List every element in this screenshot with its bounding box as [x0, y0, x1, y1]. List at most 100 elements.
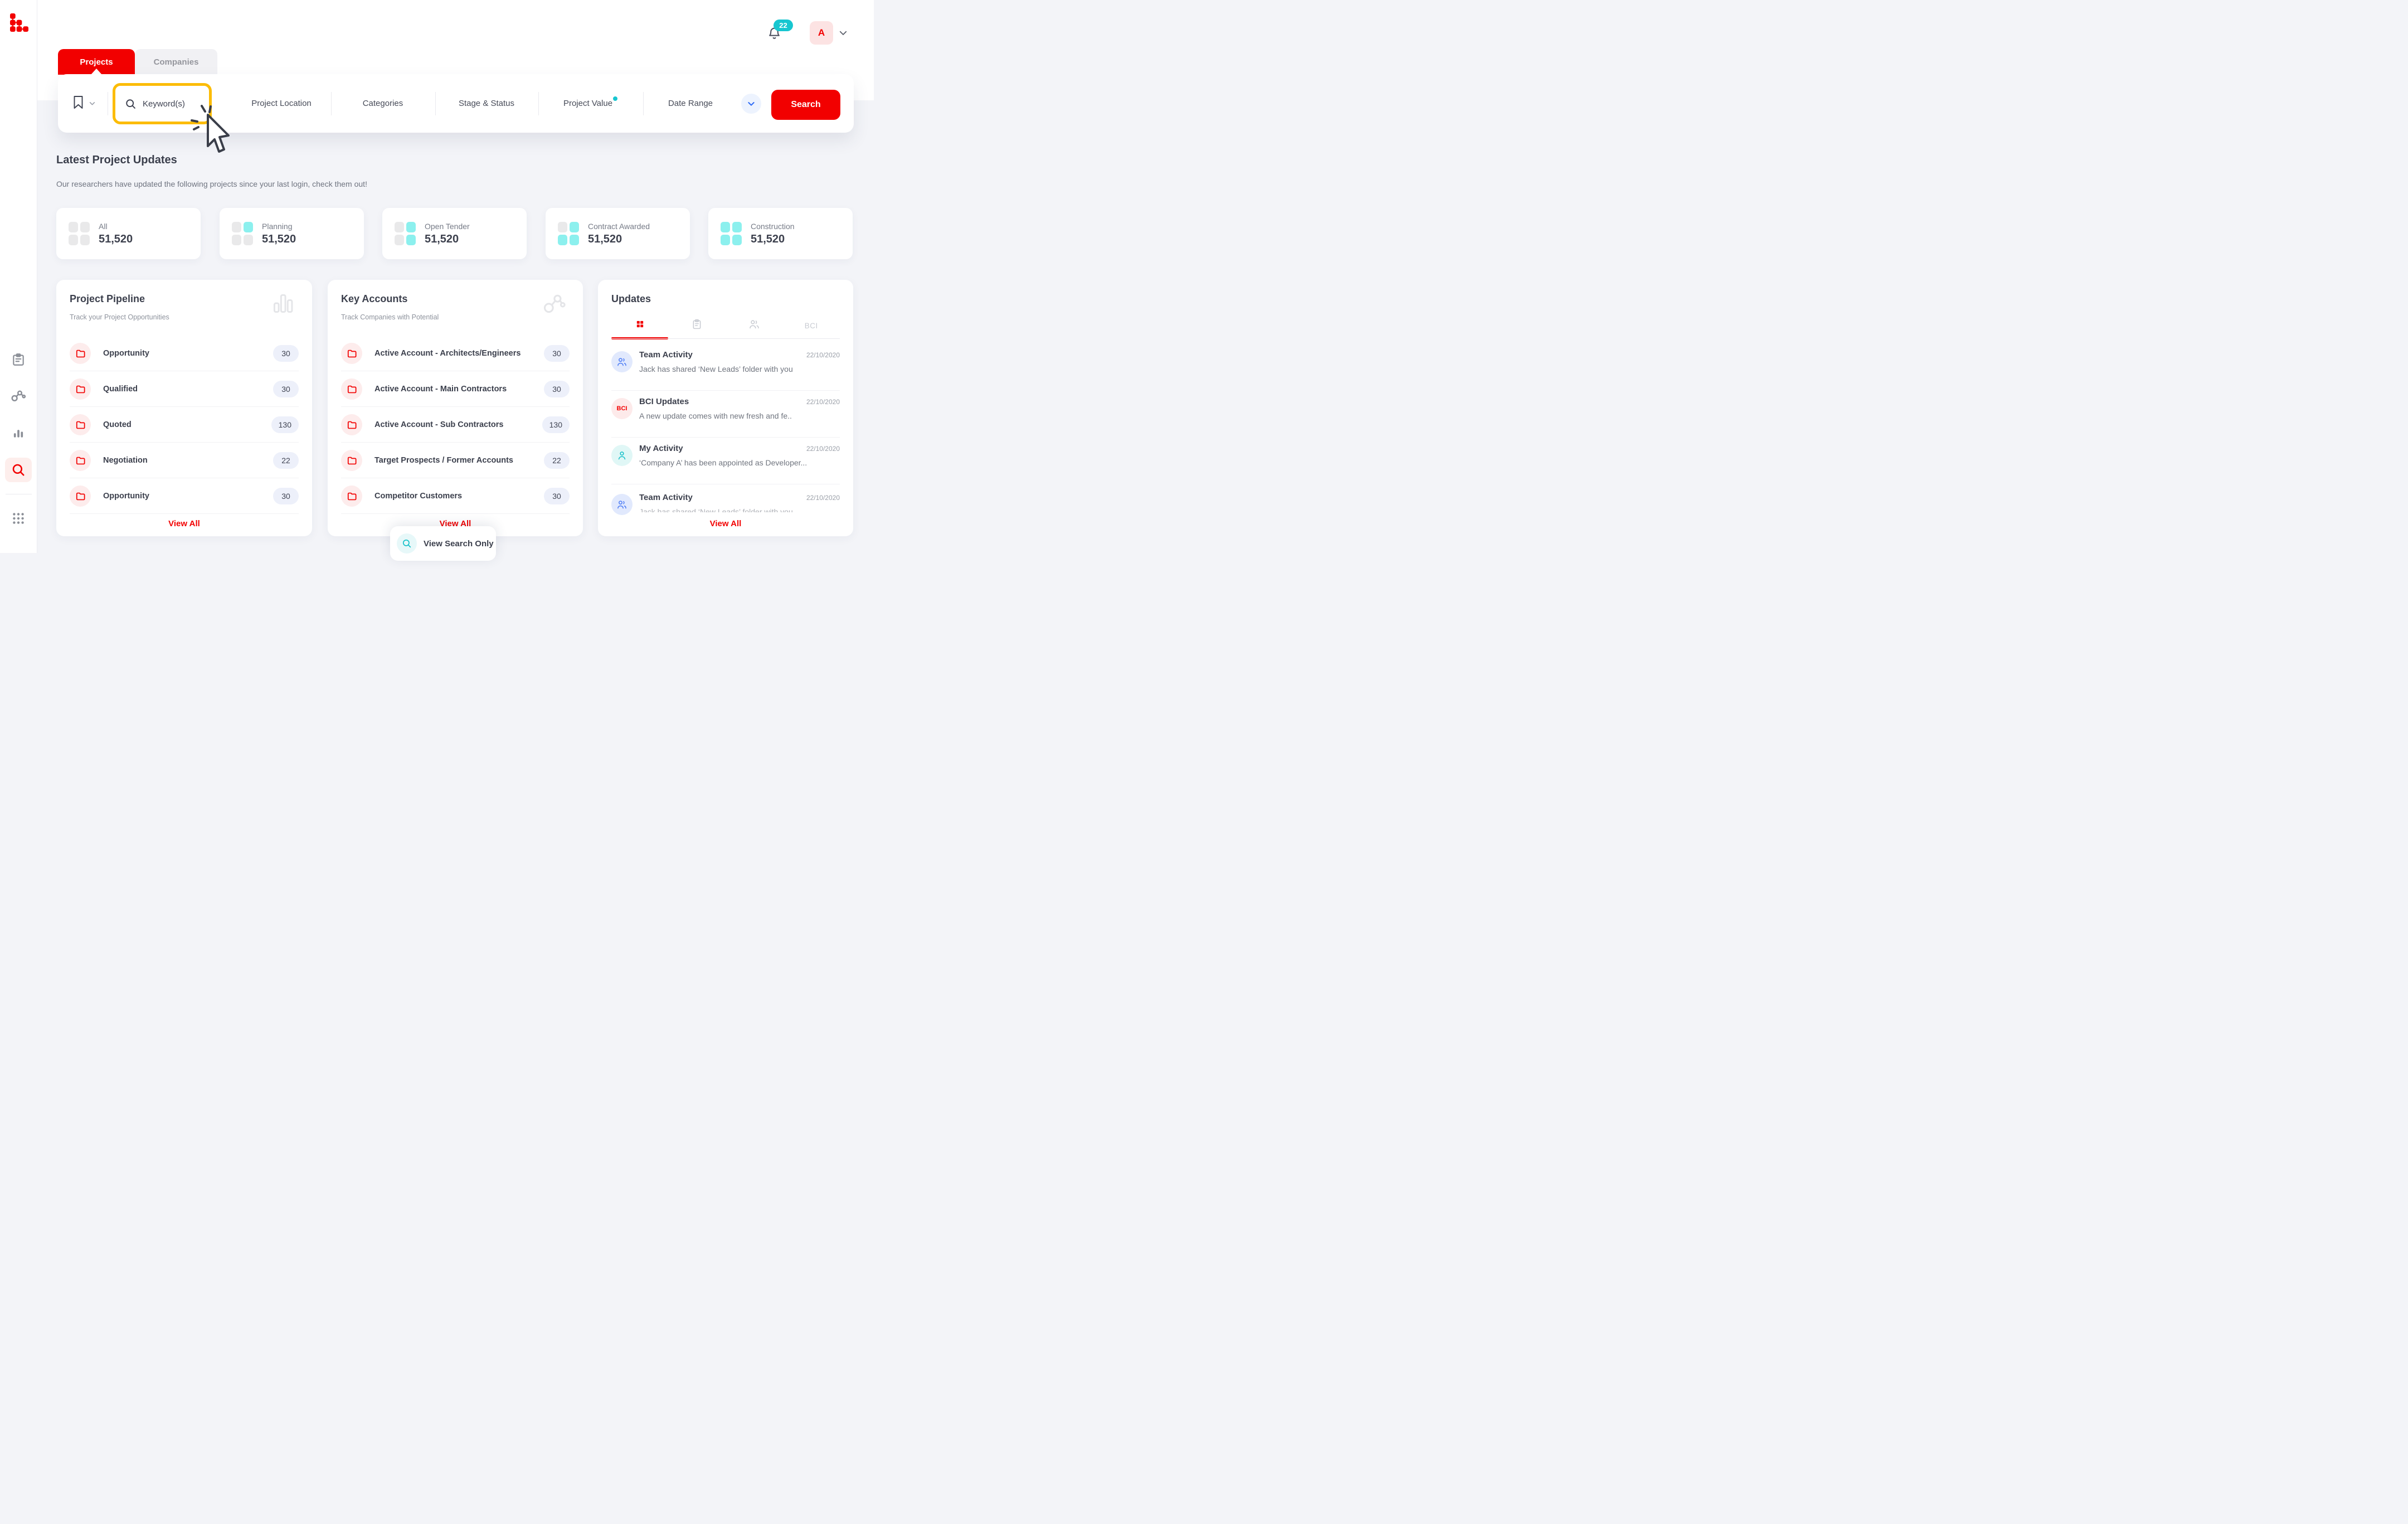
card-title: Updates — [611, 293, 651, 304]
view-search-only-button[interactable]: View Search Only — [390, 526, 496, 561]
pipeline-row-label: Negotiation — [103, 456, 148, 465]
count-badge: 30 — [544, 488, 570, 504]
sidebar-item-accounts-molecule-icon[interactable] — [10, 387, 27, 404]
update-title: My Activity — [639, 444, 683, 453]
update-title: Team Activity — [639, 493, 693, 502]
tab-companies-label: Companies — [153, 57, 199, 67]
grid-squares-icon — [721, 222, 742, 245]
key-account-row[interactable]: Active Account - Architects/Engineers 30 — [328, 336, 583, 371]
bci-badge-icon: BCI — [611, 398, 633, 419]
search-icon — [125, 98, 137, 110]
stat-value: 51,520 — [99, 232, 133, 245]
key-account-row[interactable]: Target Prospects / Former Accounts 22 — [328, 443, 583, 478]
stat-value: 51,520 — [588, 232, 622, 245]
count-badge: 30 — [273, 345, 299, 362]
saved-search-chevron-down-icon[interactable] — [89, 100, 96, 107]
sidebar-item-projects-clipboard-icon[interactable] — [11, 352, 26, 367]
key-account-row[interactable]: Active Account - Main Contractors 30 — [328, 371, 583, 407]
count-badge: 22 — [273, 452, 299, 469]
search-filter-bar: Keyword(s) Project Location Categories S… — [58, 74, 854, 133]
left-navigation-rail — [0, 0, 37, 553]
account-chevron-down-icon[interactable] — [838, 28, 848, 38]
notification-count-badge: 22 — [774, 20, 793, 31]
stat-card-open-tender[interactable]: Open Tender 51,520 — [382, 208, 527, 259]
updates-card: Updates BCI Team Activity 22/10/2020 Jac… — [598, 280, 853, 536]
grid-squares-icon — [558, 222, 579, 245]
sidebar-item-search-active[interactable] — [5, 458, 32, 482]
tab-projects-label: Projects — [80, 57, 113, 67]
update-title: Team Activity — [639, 350, 693, 360]
expand-filters-chevron-icon[interactable] — [741, 94, 761, 114]
stat-card-planning[interactable]: Planning 51,520 — [220, 208, 364, 259]
view-search-only-label: View Search Only — [424, 538, 494, 549]
people-icon — [611, 494, 633, 515]
dashboard-page: 22 A Projects Companies Keyword(s) Proje… — [0, 0, 874, 561]
stat-value: 51,520 — [751, 232, 785, 245]
sidebar-apps-grid-dots-icon[interactable] — [11, 511, 26, 526]
stat-card-construction[interactable]: Construction 51,520 — [708, 208, 853, 259]
divider — [643, 92, 644, 115]
key-account-row[interactable]: Competitor Customers 30 — [328, 478, 583, 514]
tab-companies[interactable]: Companies — [135, 49, 217, 75]
keyword-search-input[interactable]: Keyword(s) — [113, 83, 212, 124]
filter-stage-status[interactable]: Stage & Status — [442, 74, 531, 133]
saved-search-bookmark-icon[interactable] — [72, 95, 84, 110]
folder-icon — [70, 450, 91, 471]
grid-squares-icon — [232, 222, 253, 245]
count-badge: 130 — [542, 416, 570, 433]
updates-tab-bci-label: BCI — [804, 321, 818, 330]
stat-label: Construction — [751, 221, 795, 231]
folder-icon — [70, 486, 91, 507]
updates-tab-activity[interactable] — [669, 314, 726, 337]
update-date: 22/10/2020 — [806, 494, 840, 502]
updates-tab-bar: BCI — [611, 314, 840, 337]
folder-icon — [341, 378, 362, 400]
filter-project-location[interactable]: Project Location — [237, 74, 326, 133]
pipeline-row[interactable]: Opportunity 30 — [56, 478, 312, 514]
pipeline-row-label: Qualified — [103, 385, 138, 394]
pipeline-row-label: Opportunity — [103, 492, 149, 501]
search-button[interactable]: Search — [771, 90, 840, 120]
stat-card-contract-awarded[interactable]: Contract Awarded 51,520 — [546, 208, 690, 259]
filter-categories[interactable]: Categories — [338, 74, 427, 133]
update-description: A new update comes with new fresh and fe… — [639, 411, 792, 420]
key-account-row[interactable]: Active Account - Sub Contractors 130 — [328, 407, 583, 443]
folder-icon — [341, 343, 362, 364]
pipeline-row[interactable]: Opportunity 30 — [56, 336, 312, 371]
updates-view-all-link[interactable]: View All — [709, 519, 742, 528]
filter-date-range-label: Date Range — [668, 99, 713, 108]
update-description: Jack has shared ‘New Leads’ folder with … — [639, 365, 793, 373]
pipeline-row-label: Opportunity — [103, 349, 149, 358]
updates-tab-bci[interactable]: BCI — [783, 314, 840, 337]
divider — [331, 92, 332, 115]
tab-projects[interactable]: Projects — [58, 49, 135, 75]
user-avatar[interactable]: A — [810, 21, 833, 45]
filter-date-range[interactable]: Date Range — [646, 74, 735, 133]
brand-logo-icon[interactable] — [10, 13, 28, 32]
search-icon — [397, 533, 417, 554]
key-account-row-label: Target Prospects / Former Accounts — [374, 456, 513, 465]
update-date: 22/10/2020 — [806, 398, 840, 406]
folder-icon — [341, 486, 362, 507]
sidebar-item-analytics-bar-chart-icon[interactable] — [11, 425, 26, 440]
count-badge: 30 — [273, 488, 299, 504]
count-badge: 30 — [544, 345, 570, 362]
pipeline-row[interactable]: Quoted 130 — [56, 407, 312, 443]
folder-icon — [70, 343, 91, 364]
key-accounts-view-all-link[interactable]: View All — [439, 519, 471, 528]
updates-tab-team[interactable] — [726, 314, 783, 337]
updates-tab-all[interactable] — [611, 314, 669, 337]
key-accounts-card: Key Accounts Track Companies with Potent… — [328, 280, 583, 536]
bar-chart-icon — [271, 291, 295, 316]
stat-card-all[interactable]: All 51,520 — [56, 208, 201, 259]
stat-label: Planning — [262, 221, 293, 231]
pipeline-view-all-link[interactable]: View All — [168, 519, 200, 528]
grid-squares-icon — [69, 222, 90, 245]
filter-project-value[interactable]: Project Value — [546, 74, 635, 133]
card-subtitle: Track Companies with Potential — [341, 313, 439, 321]
stat-value: 51,520 — [425, 232, 459, 245]
stat-value: 51,520 — [262, 232, 296, 245]
pipeline-row[interactable]: Negotiation 22 — [56, 443, 312, 478]
pipeline-row[interactable]: Qualified 30 — [56, 371, 312, 407]
update-description: Jack has shared ‘New Leads’ folder with … — [639, 507, 793, 512]
